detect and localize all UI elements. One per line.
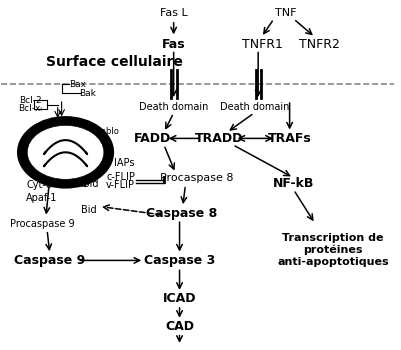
Text: Procaspase 8: Procaspase 8 [160,174,233,183]
Text: TNF: TNF [274,8,296,18]
Text: CAD: CAD [165,320,194,333]
Text: Fas: Fas [162,38,185,51]
Text: tBid: tBid [79,179,99,189]
Text: Bax: Bax [69,80,86,89]
Text: Bcl-xₗ: Bcl-xₗ [18,104,42,113]
Text: Death domain: Death domain [139,102,208,112]
Text: Fas L: Fas L [159,8,187,18]
Text: ICAD: ICAD [162,292,196,305]
Ellipse shape [27,125,103,179]
Ellipse shape [18,118,112,187]
Text: Bak: Bak [79,89,95,98]
Text: Caspase 3: Caspase 3 [144,254,215,267]
Text: Caspase 9: Caspase 9 [14,254,85,267]
Text: Procaspase 9: Procaspase 9 [10,219,74,229]
Text: Bid: Bid [81,205,97,215]
Text: FADD: FADD [133,132,170,145]
Text: v-FLIP: v-FLIP [106,181,135,190]
Text: Cyt-c: Cyt-c [26,181,51,190]
Text: TRAFs: TRAFs [267,132,311,145]
Text: IAPs: IAPs [114,158,134,168]
Text: NF-kB: NF-kB [272,177,314,190]
Text: Smac/Diablo: Smac/Diablo [67,127,119,136]
Text: TNFR1: TNFR1 [241,38,282,51]
Text: TRADD: TRADD [194,132,243,145]
Text: c-FLIP: c-FLIP [106,172,135,182]
Text: Caspase 8: Caspase 8 [146,207,217,220]
Text: Bcl-2: Bcl-2 [20,96,42,105]
Text: Surface cellulaire: Surface cellulaire [46,55,182,69]
Text: TNFR2: TNFR2 [298,38,339,51]
Text: Transcription de
protéines
anti-apoptotiques: Transcription de protéines anti-apoptoti… [276,233,388,267]
Text: Apaf-1: Apaf-1 [26,193,57,203]
Text: Death domain: Death domain [219,102,288,112]
